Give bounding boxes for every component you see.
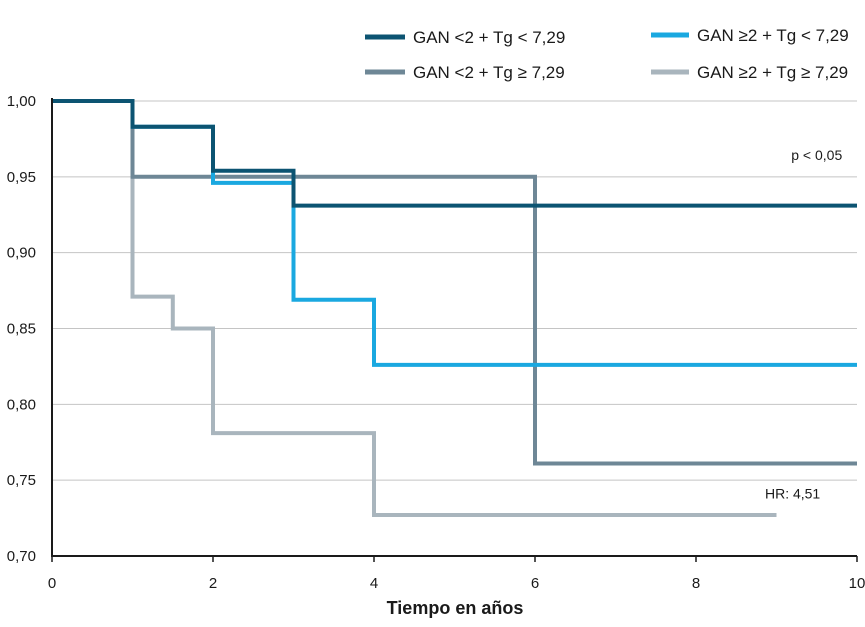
legend-label: GAN ≥2 + Tg < 7,29: [697, 26, 849, 45]
series-line: [52, 99, 777, 517]
series-line: [52, 99, 857, 208]
x-tick-label: 8: [692, 575, 700, 592]
gridlines: [52, 100, 857, 481]
x-tick-label: 4: [370, 575, 378, 592]
legend-label: GAN <2 + Tg < 7,29: [413, 28, 565, 47]
legend-label: GAN <2 + Tg ≥ 7,29: [413, 63, 565, 82]
tick-labels: 0,70 0,75 0,80 0,85 0,90 0,95 1,00 0 2 4 6 8 10: [7, 93, 865, 592]
y-tick-label: 1,00: [7, 93, 36, 110]
series-line: [52, 99, 857, 466]
annotations: p < 0,05 HR: 4,51: [765, 147, 842, 501]
series-lines: [52, 99, 857, 517]
y-tick-label: 0,80: [7, 396, 36, 413]
x-axis-title: Tiempo en años: [387, 598, 524, 618]
y-tick-label: 0,90: [7, 245, 36, 262]
x-tick-label: 2: [209, 575, 217, 592]
y-tick-label: 0,95: [7, 169, 36, 186]
x-tick-label: 10: [849, 575, 865, 592]
legend-label: GAN ≥2 + Tg ≥ 7,29: [697, 63, 848, 82]
y-tick-label: 0,85: [7, 321, 36, 338]
axes: [51, 98, 857, 557]
y-tick-label: 0,75: [7, 472, 36, 489]
y-tick-label: 0,70: [7, 548, 36, 565]
chart-annotation: HR: 4,51: [765, 485, 820, 501]
chart-annotation: p < 0,05: [791, 147, 842, 163]
x-tick-label: 6: [531, 575, 539, 592]
legend: GAN <2 + Tg < 7,29 GAN ≥2 + Tg < 7,29 GAN …: [365, 26, 849, 82]
x-tick-label: 0: [48, 575, 56, 592]
